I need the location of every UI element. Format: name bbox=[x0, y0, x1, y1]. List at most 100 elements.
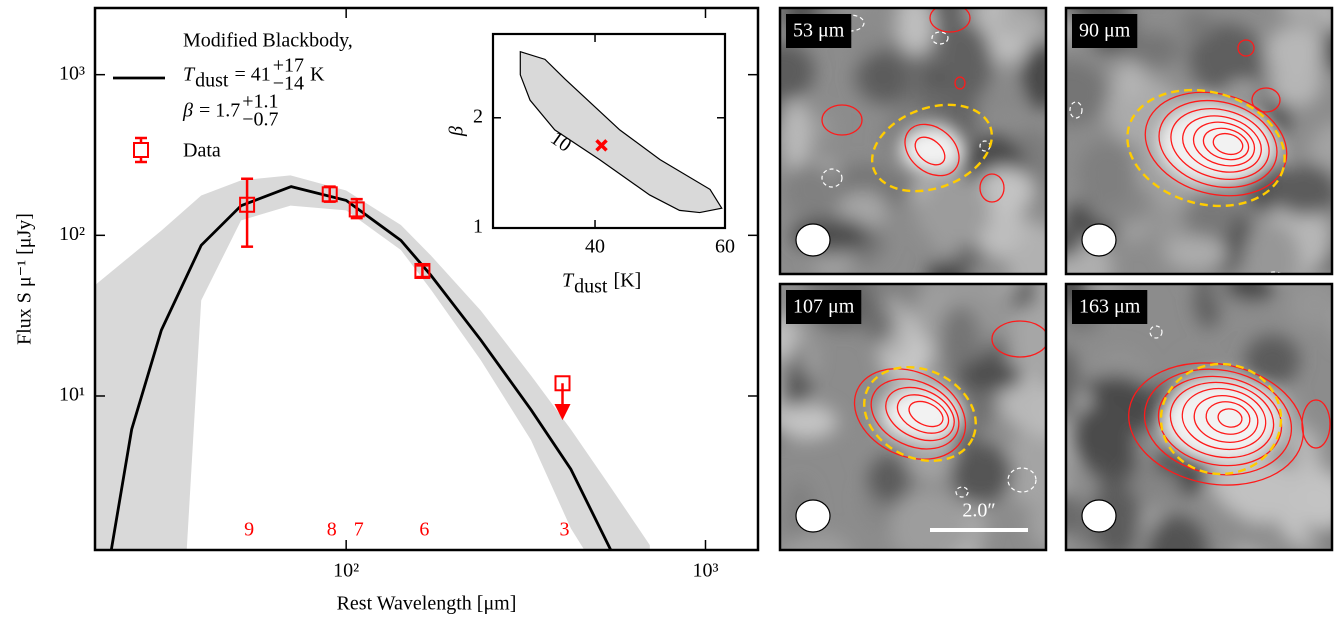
noise-blob bbox=[1287, 284, 1332, 328]
x-tick-label: 10³ bbox=[692, 560, 718, 582]
noise-blob bbox=[1022, 43, 1046, 110]
flux-contour bbox=[1169, 381, 1275, 459]
noise-blob bbox=[780, 43, 815, 100]
flux-contour bbox=[1217, 408, 1243, 428]
beam bbox=[1081, 223, 1117, 257]
image-panel: 53 μm bbox=[746, 8, 1046, 274]
noise-blob bbox=[1007, 299, 1046, 376]
noise-blob bbox=[1223, 284, 1276, 302]
noise-blob bbox=[780, 404, 838, 440]
noise-blob bbox=[860, 49, 908, 100]
negative-contour bbox=[1007, 467, 1037, 493]
negative-contour bbox=[821, 168, 843, 188]
y-tick-label: 1 bbox=[473, 216, 483, 238]
noise-blob bbox=[1269, 163, 1332, 216]
flux-contour bbox=[853, 368, 967, 460]
noise-blob bbox=[1033, 284, 1046, 301]
flux-contour bbox=[1192, 121, 1256, 167]
flux-contour bbox=[1212, 132, 1244, 156]
label-part: −0.7 bbox=[242, 109, 278, 131]
label-part: = 41 bbox=[234, 64, 270, 86]
noise-blob bbox=[1266, 25, 1324, 78]
aperture bbox=[1126, 88, 1286, 208]
legend-label: Modified Blackbody, bbox=[183, 30, 353, 52]
x-axis-label: Rest Wavelength [μm] bbox=[337, 593, 517, 615]
noise-blob bbox=[896, 8, 936, 56]
flux-contour bbox=[896, 394, 950, 434]
panel-label: 163 μm bbox=[1079, 296, 1141, 318]
image-panel: 90 μm bbox=[1066, 8, 1332, 274]
flux-contour bbox=[1181, 387, 1267, 451]
noise-blob bbox=[746, 94, 779, 134]
flux-contour bbox=[1170, 108, 1270, 180]
panel-label: 107 μm bbox=[793, 296, 855, 318]
noise-blob bbox=[1295, 470, 1332, 530]
flux-contour bbox=[1301, 399, 1331, 449]
label-part: K bbox=[310, 64, 325, 86]
noise-blob bbox=[780, 315, 797, 363]
noise-blob bbox=[1066, 347, 1079, 421]
noise-blob bbox=[1242, 221, 1301, 274]
y-tick-label: 10³ bbox=[59, 62, 85, 84]
data-point bbox=[554, 375, 571, 392]
negative-contour bbox=[1069, 101, 1083, 119]
noise-blob bbox=[782, 99, 811, 176]
best-fit-marker bbox=[595, 139, 608, 152]
noise-blob bbox=[782, 531, 852, 550]
noise-blob bbox=[1066, 492, 1084, 538]
flux-contour bbox=[1193, 395, 1259, 443]
noise-blob bbox=[1028, 497, 1046, 549]
panel-frame bbox=[1064, 6, 1334, 276]
flux-contour bbox=[1182, 115, 1262, 173]
label-part: +17 bbox=[273, 55, 304, 77]
label-part: β bbox=[182, 100, 193, 122]
data-point bbox=[321, 186, 338, 203]
flux-contour bbox=[991, 320, 1046, 358]
flux-contour bbox=[821, 104, 863, 136]
aperture bbox=[870, 103, 994, 193]
axes-frame bbox=[93, 6, 760, 552]
label-part: dust bbox=[195, 70, 229, 92]
noise-blob bbox=[1188, 23, 1264, 95]
label-part: [K] bbox=[613, 270, 641, 292]
noise-blob bbox=[1066, 60, 1108, 126]
point-label: 3 bbox=[559, 519, 569, 541]
plot-area bbox=[95, 175, 650, 550]
noise-blob bbox=[1127, 470, 1181, 499]
beam bbox=[795, 223, 831, 257]
flux-contour bbox=[870, 378, 960, 450]
aperture bbox=[863, 365, 977, 463]
panel-label-box bbox=[786, 290, 862, 324]
flux-contour bbox=[954, 76, 966, 90]
aperture bbox=[1159, 362, 1283, 476]
flux-contour bbox=[1143, 368, 1293, 476]
flux-contour bbox=[885, 386, 955, 442]
x-tick-label: 60 bbox=[715, 236, 735, 258]
noise-blob bbox=[939, 306, 981, 372]
panel-label-box bbox=[1072, 290, 1148, 324]
panel-label-box bbox=[786, 14, 852, 48]
legend-label: Data bbox=[183, 140, 221, 162]
beam bbox=[1081, 499, 1117, 533]
x-tick-label: 10² bbox=[333, 560, 359, 582]
flux-contour bbox=[1158, 99, 1278, 189]
panel-label: 90 μm bbox=[1079, 20, 1131, 42]
flux-contour bbox=[1237, 39, 1255, 57]
point-label: 6 bbox=[419, 519, 429, 541]
noise-blob bbox=[889, 489, 966, 550]
image-panel: 163 μm bbox=[1066, 284, 1332, 550]
noise-blob bbox=[1016, 8, 1046, 14]
label-part: −14 bbox=[273, 73, 304, 95]
label-part: T bbox=[183, 64, 196, 86]
label-part: = 1.7 bbox=[199, 100, 240, 122]
noise-blob bbox=[1000, 432, 1046, 505]
flux-contour bbox=[904, 123, 960, 177]
noise bbox=[780, 284, 1046, 550]
confidence-contour bbox=[519, 50, 723, 214]
noise-blob bbox=[1164, 236, 1229, 271]
noise-blob bbox=[916, 175, 991, 248]
noise-blob bbox=[926, 259, 964, 274]
noise-blob bbox=[1092, 480, 1142, 550]
beam bbox=[795, 499, 831, 533]
